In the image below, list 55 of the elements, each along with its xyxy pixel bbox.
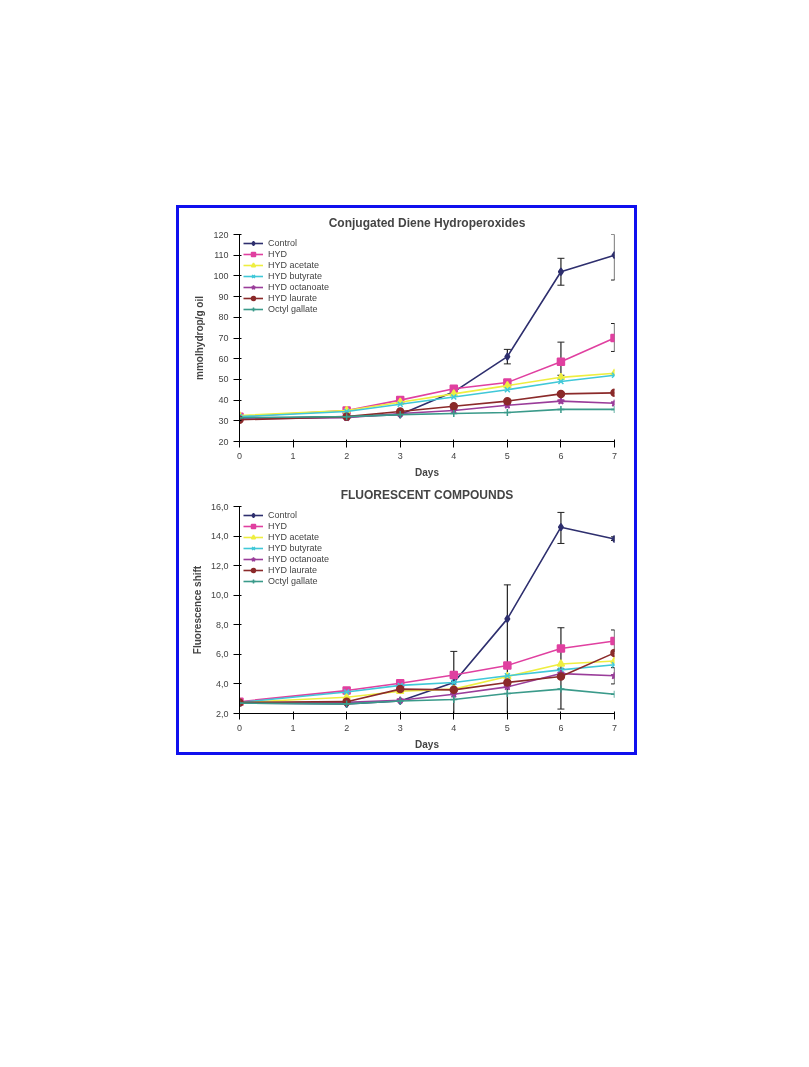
y-tick-label: 4,0 <box>215 678 229 689</box>
y-tick-label: 50 <box>218 374 229 385</box>
x-axis-title: Days <box>415 466 440 478</box>
legend-label: HYD octanoate <box>268 282 330 292</box>
y-tick-label: 30 <box>218 415 229 426</box>
y-tick-label: 120 <box>213 229 229 240</box>
legend-label: Octyl gallate <box>268 576 318 586</box>
x-tick-label: 4 <box>451 722 457 733</box>
y-axis-title: mmolhydrop/g oil <box>194 295 206 380</box>
y-axis-title: Fluorescence shift <box>191 565 203 655</box>
y-tick-label: 10,0 <box>210 590 229 601</box>
x-tick-label: 6 <box>558 450 564 461</box>
x-tick-label: 6 <box>558 722 564 733</box>
x-tick-label: 7 <box>612 450 618 461</box>
y-tick-label: 90 <box>218 291 229 302</box>
chart-title: Conjugated Diene Hydroperoxides <box>328 215 526 230</box>
y-tick-label: 100 <box>213 270 229 281</box>
x-tick-label: 5 <box>504 722 510 733</box>
legend-label: Control <box>268 510 298 520</box>
y-tick-label: 12,0 <box>210 560 229 571</box>
y-tick-label: 14,0 <box>210 531 229 542</box>
x-tick-label: 2 <box>344 722 350 733</box>
y-tick-label: 20 <box>218 436 229 447</box>
x-tick-label: 0 <box>237 450 243 461</box>
x-tick-label: 2 <box>344 450 350 461</box>
y-tick-label: 16,0 <box>210 501 229 512</box>
x-tick-label: 1 <box>290 722 296 733</box>
legend-label: Octyl gallate <box>268 304 318 314</box>
legend-label: HYD octanoate <box>268 554 330 564</box>
legend-label: HYD laurate <box>268 293 318 303</box>
legend-label: HYD butyrate <box>268 543 323 553</box>
y-tick-label: 110 <box>214 250 229 261</box>
legend-label: HYD acetate <box>268 260 320 270</box>
y-tick-label: 40 <box>218 395 229 406</box>
x-tick-label: 0 <box>237 722 243 733</box>
y-tick-label: 70 <box>218 333 229 343</box>
legend-label: HYD butyrate <box>268 271 323 281</box>
legend-label: HYD laurate <box>268 565 318 575</box>
y-tick-label: 60 <box>218 353 229 364</box>
chart-title: FLUORESCENT COMPOUNDS <box>340 487 514 502</box>
y-tick-label: 6,0 <box>215 649 229 660</box>
x-tick-label: 5 <box>504 450 510 461</box>
y-tick-label: 2,0 <box>215 708 229 719</box>
legend-label: HYD acetate <box>268 532 320 542</box>
x-tick-label: 3 <box>397 722 403 733</box>
legend-label: HYD <box>268 521 288 531</box>
x-tick-label: 3 <box>397 450 403 461</box>
x-tick-label: 4 <box>451 450 457 461</box>
x-axis-title: Days <box>415 738 440 750</box>
y-tick-label: 8,0 <box>215 619 229 630</box>
x-tick-label: 7 <box>612 722 618 733</box>
y-tick-label: 80 <box>218 312 229 323</box>
legend-label: HYD <box>268 249 288 259</box>
legend-label: Control <box>268 238 298 248</box>
x-tick-label: 1 <box>290 450 296 461</box>
